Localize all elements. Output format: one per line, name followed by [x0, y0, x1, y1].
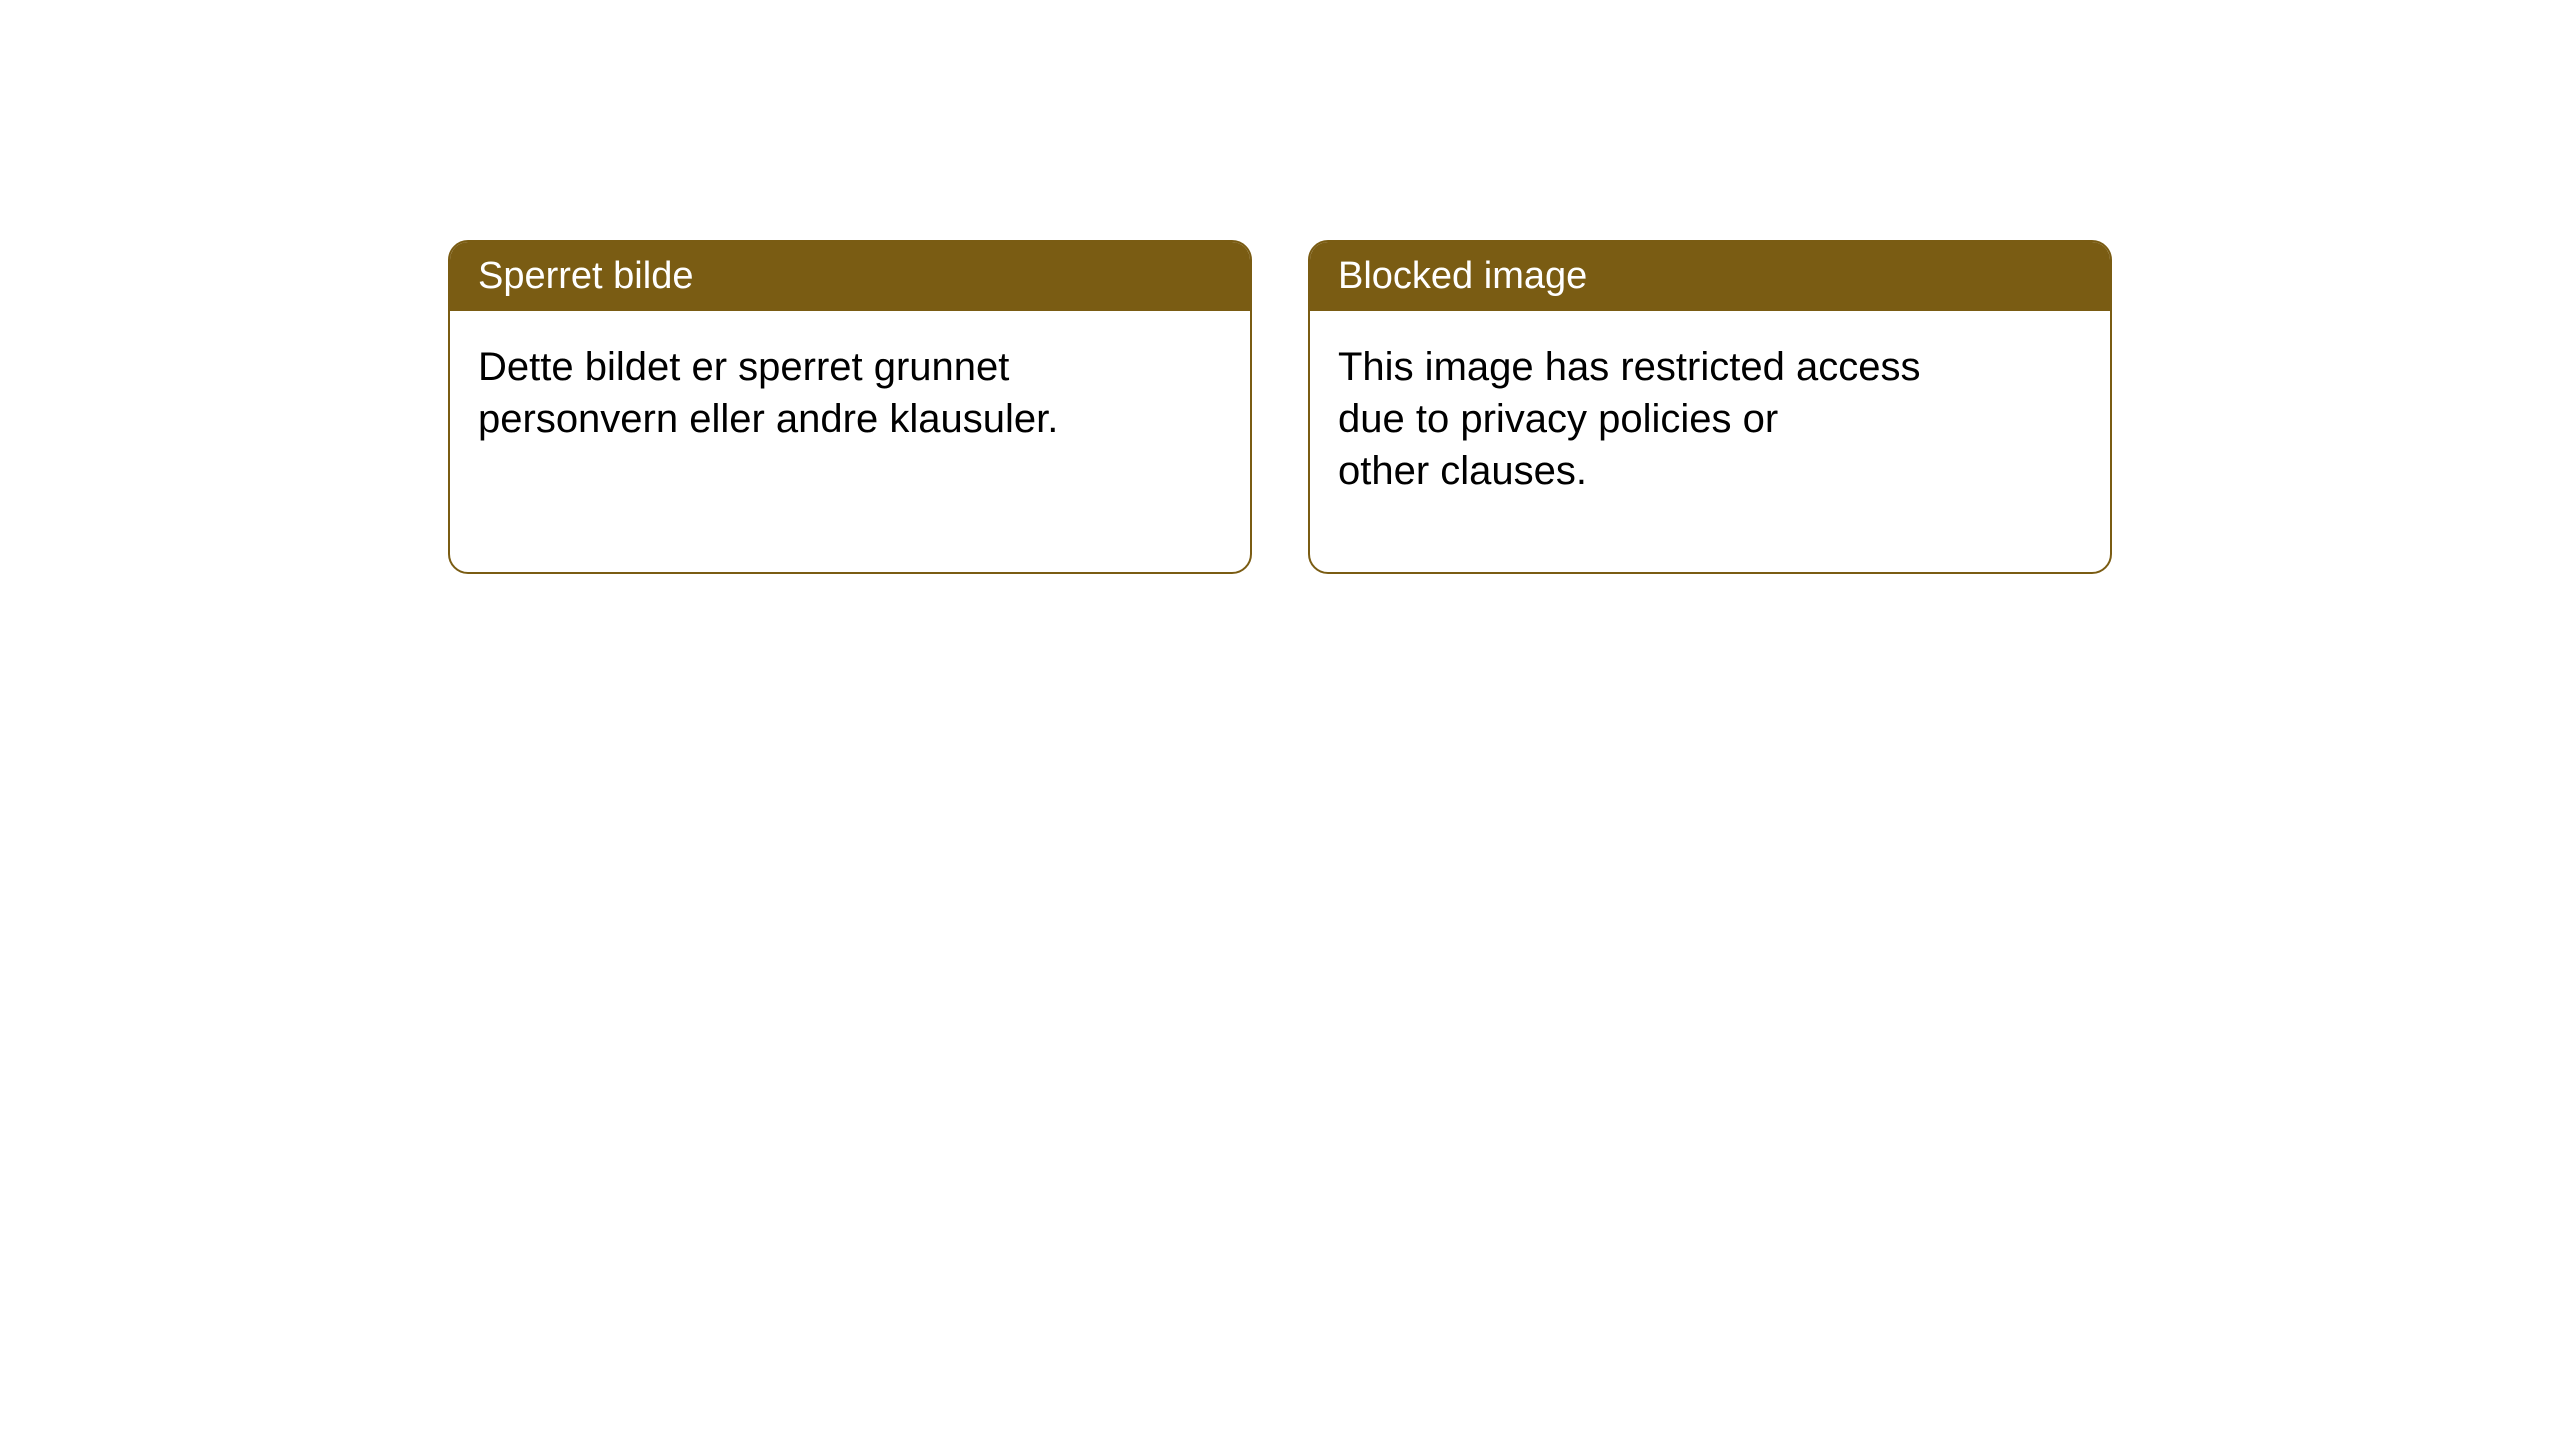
card-header: Blocked image — [1310, 242, 2110, 311]
card-body: Dette bildet er sperret grunnet personve… — [450, 311, 1250, 475]
notice-card-english: Blocked image This image has restricted … — [1308, 240, 2112, 574]
notice-container: Sperret bilde Dette bildet er sperret gr… — [0, 0, 2560, 574]
card-body: This image has restricted access due to … — [1310, 311, 2110, 527]
notice-card-norwegian: Sperret bilde Dette bildet er sperret gr… — [448, 240, 1252, 574]
card-header: Sperret bilde — [450, 242, 1250, 311]
